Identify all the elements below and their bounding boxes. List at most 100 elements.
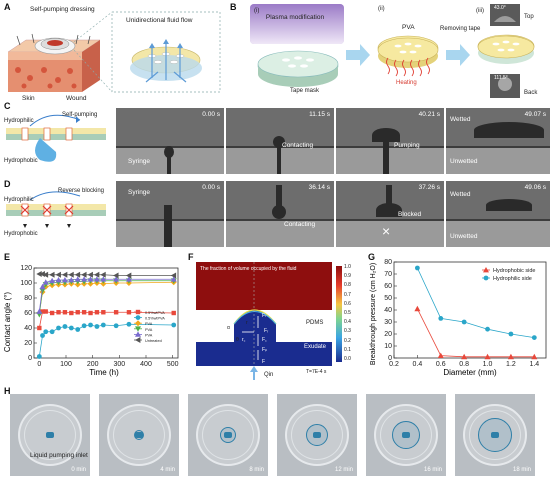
- series-line: [417, 267, 535, 338]
- panel-a-illustration: [7, 11, 221, 93]
- data-point: [508, 331, 514, 337]
- petri-dish-photo: 18 min: [455, 394, 535, 476]
- petri-dish-photo: 0 min: [10, 394, 90, 476]
- x-tick-label: 1.0: [483, 361, 493, 368]
- panel-a-dressing-label: Self-pumping dressing: [30, 6, 95, 13]
- x-tick-label: 400: [140, 361, 152, 368]
- dish-time-label: 18 min: [512, 467, 531, 473]
- y-tick-label: 50: [384, 295, 392, 302]
- data-point: [88, 310, 93, 316]
- x-tick-label: 300: [113, 361, 125, 368]
- y-tick-label: 80: [384, 259, 392, 266]
- data-point: [438, 316, 444, 321]
- panel-c-frame-2: 11.15 s Contacting: [226, 108, 334, 174]
- x-tick-label: 1.4: [529, 361, 539, 368]
- colorbar-tick-label: 0.2: [344, 337, 351, 344]
- data-point: [42, 279, 49, 285]
- colorbar-tick-label: 0.3: [344, 328, 351, 335]
- data-point: [87, 271, 93, 278]
- panel-f-sym-r: r: [246, 320, 248, 326]
- panel-b-step3: (iii): [476, 8, 484, 14]
- y-tick-label: 20: [24, 340, 32, 347]
- panel-f-simulation: [196, 262, 342, 380]
- data-point: [62, 324, 68, 329]
- data-point: [61, 271, 68, 278]
- petri-dish-photo: 8 min: [188, 394, 268, 476]
- x-tick-label: 1.2: [506, 361, 516, 368]
- frame-time: 37.26 s: [418, 184, 440, 191]
- legend-marker: [483, 267, 489, 273]
- panel-d-frame-4: 49.06 s Wetted Unwetted: [446, 181, 550, 247]
- data-point: [414, 305, 421, 312]
- data-point: [87, 276, 94, 282]
- y-tick-label: 0: [28, 355, 32, 362]
- panel-a-wound-label: Wound: [66, 95, 87, 102]
- panel-h-dish-row: 0 min 4 min 8 min 12 min 16 min 18 min: [10, 394, 550, 476]
- panel-b-illustration: [250, 4, 535, 98]
- data-point: [81, 276, 88, 282]
- panel-c-arrow-label: Self-pumping: [62, 112, 98, 118]
- panel-b-tape-mask: Tape mask: [290, 88, 320, 94]
- data-point: [93, 271, 100, 278]
- data-point: [43, 329, 49, 335]
- legend-label: PVA: [145, 333, 153, 337]
- data-point: [531, 335, 537, 340]
- dish-time-label: 4 min: [160, 467, 175, 473]
- colorbar-tick-label: 0.7: [344, 291, 351, 298]
- y-tick-label: 80: [24, 295, 32, 302]
- frame-time: 40.21 s: [418, 111, 440, 118]
- legend-marker: [135, 326, 141, 332]
- data-point: [437, 352, 444, 358]
- x-tick-label: 0.4: [413, 361, 423, 368]
- panel-label-g: G: [368, 252, 376, 262]
- data-point: [531, 353, 538, 360]
- panel-f-title: The fraction of volume occupied by the f…: [200, 266, 297, 272]
- data-point: [36, 308, 43, 314]
- data-point: [49, 271, 55, 278]
- panel-a-flow-label: Unidirectional fluid flow: [126, 17, 193, 24]
- panel-label-a: A: [4, 2, 11, 12]
- y-tick-label: 40: [24, 325, 32, 332]
- data-point: [56, 325, 61, 331]
- data-point: [100, 271, 106, 278]
- panel-h-inlet-label: Liquid pumping inlet: [30, 452, 88, 459]
- data-point: [61, 277, 68, 283]
- series-line: [417, 308, 535, 358]
- panel-c-schematic: [6, 114, 106, 162]
- panel-c-frame-4: 49.07 s Wetted Unwetted: [446, 108, 550, 174]
- dish-time-label: 0 min: [71, 467, 86, 473]
- frame-time: 11.15 s: [309, 111, 330, 118]
- panel-f-exudate: Exudate: [304, 344, 327, 350]
- x-tick-label: 0.8: [459, 361, 469, 368]
- panel-b-back-angle: 111.5°: [494, 75, 508, 81]
- legend-label: Hydrophilic side: [493, 276, 532, 282]
- chart-e-ylabel: Contact angle (°): [3, 292, 12, 352]
- data-point: [113, 276, 120, 282]
- data-point: [49, 310, 55, 316]
- data-point: [40, 333, 45, 338]
- panel-d-hydrophobic: Hydrophobic: [4, 231, 38, 237]
- data-point: [39, 271, 45, 277]
- frame-caption-2: Unwetted: [450, 233, 478, 240]
- data-point: [74, 276, 81, 282]
- data-point: [113, 310, 119, 315]
- chart-e-xlabel: Time (h): [89, 368, 119, 377]
- panel-c-hydrophilic: Hydrophilic: [4, 118, 34, 124]
- frame-caption: Syringe: [128, 189, 151, 196]
- frame-caption: Wetted: [450, 116, 471, 123]
- frame-caption: Contacting: [284, 221, 316, 228]
- chart-g-ylabel: Breakthrough pressure (cm H₂O): [370, 263, 377, 365]
- data-point: [171, 310, 176, 316]
- data-point: [170, 276, 177, 282]
- panel-f-sym-fp: Fₚ: [262, 347, 268, 353]
- panel-f-sym-fg: F꜀: [262, 337, 267, 343]
- legend-marker: [135, 320, 141, 327]
- data-point: [39, 283, 46, 290]
- data-point: [49, 277, 56, 284]
- data-point: [485, 326, 490, 332]
- chart-e: Contact angle (°) Time (h) 0 100 200 300 400…: [3, 265, 179, 377]
- data-point: [55, 277, 62, 283]
- panel-d-arrow-label: Reverse blocking: [58, 188, 105, 194]
- panel-f-sym-theta: θ: [236, 337, 239, 343]
- panel-b-pva: PVA: [402, 24, 415, 31]
